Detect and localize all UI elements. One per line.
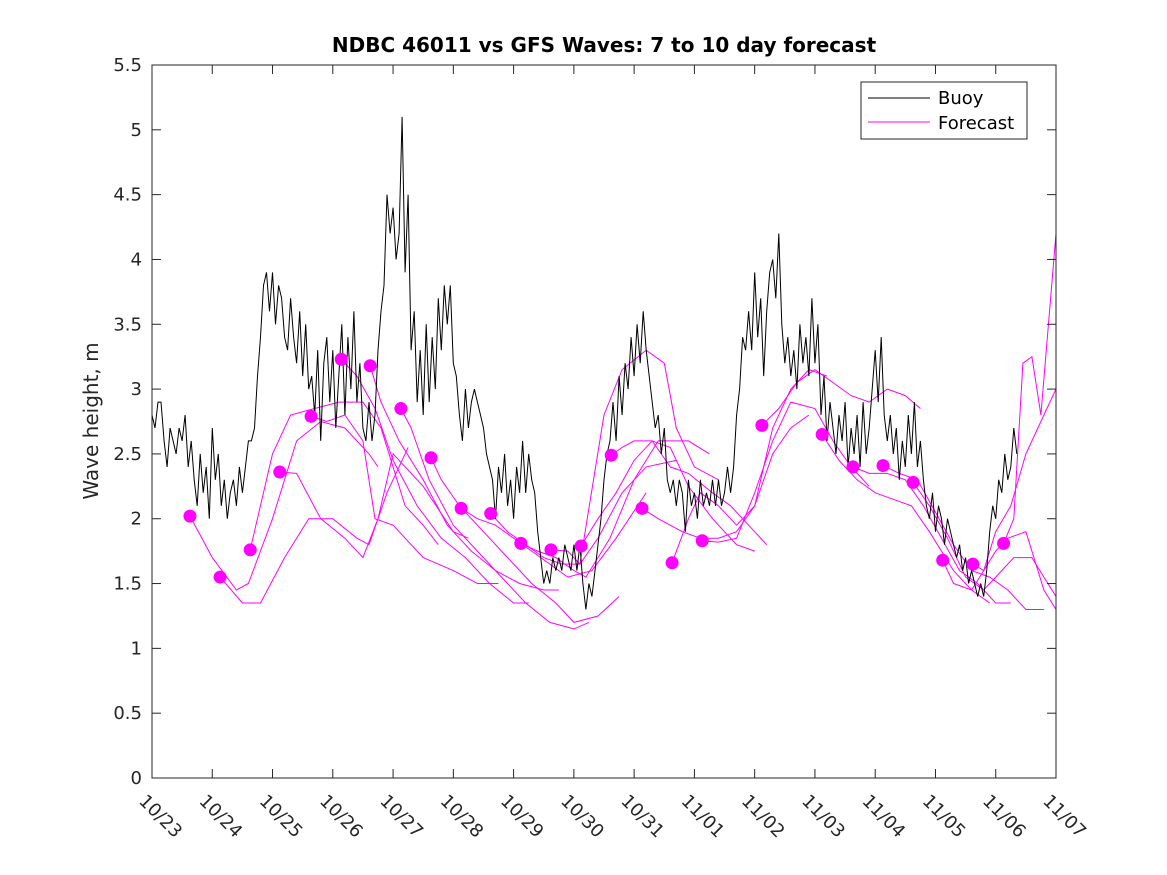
forecast-start-marker xyxy=(966,557,980,571)
forecast-run-line xyxy=(249,401,439,550)
forecast-run-line xyxy=(702,401,870,543)
forecast-run-line xyxy=(369,365,559,591)
y-tick-label: 1.5 xyxy=(113,574,142,595)
forecast-start-marker xyxy=(424,451,438,465)
forecast-start-marker xyxy=(815,427,829,441)
forecast-run-line xyxy=(882,465,1044,610)
forecast-start-marker xyxy=(997,536,1011,550)
legend: Buoy Forecast xyxy=(860,81,1028,140)
forecast-start-marker xyxy=(755,418,769,432)
y-tick-label: 1 xyxy=(131,638,142,659)
forecast-start-marker xyxy=(544,543,558,557)
forecast-run-line xyxy=(1003,233,1056,544)
forecast-run-line xyxy=(340,358,529,604)
y-tick-label: 2 xyxy=(131,509,142,530)
plot-frame xyxy=(151,64,1057,779)
forecast-start-marker xyxy=(183,509,197,523)
forecast-run-line xyxy=(550,349,719,566)
forecast-start-marker xyxy=(334,352,348,366)
forecast-start-marker xyxy=(484,507,498,521)
forecast-start-marker xyxy=(574,539,588,553)
forecast-start-marker xyxy=(876,459,890,473)
forecast-run-line xyxy=(610,440,768,546)
forecast-start-marker xyxy=(273,465,287,479)
forecast-start-marker xyxy=(695,534,709,548)
forecast-start-marker xyxy=(604,448,618,462)
y-tick-label: 4 xyxy=(131,249,142,270)
forecast-run-line xyxy=(641,414,810,539)
forecast-start-marker xyxy=(304,409,318,423)
forecast-run-line xyxy=(972,388,1056,572)
forecast-start-marker xyxy=(213,570,227,584)
forecast-start-marker xyxy=(454,501,468,515)
forecast-run-line xyxy=(430,457,620,623)
forecast-start-marker xyxy=(936,553,950,567)
forecast-start-marker xyxy=(906,475,920,489)
y-tick-label: 3.5 xyxy=(113,314,142,335)
plot-content xyxy=(152,116,1056,630)
forecast-run-line xyxy=(852,466,1011,604)
forecast-start-marker xyxy=(394,402,408,416)
y-tick-label: 0 xyxy=(131,768,142,789)
forecast-run-line xyxy=(580,440,755,552)
forecast-run-line xyxy=(942,531,1056,610)
forecast-run-line xyxy=(912,482,1056,597)
legend-buoy-label: Buoy xyxy=(938,88,984,109)
y-tick-label: 5 xyxy=(131,120,142,141)
chart-title: NDBC 46011 vs GFS Waves: 7 to 10 day for… xyxy=(332,33,877,57)
forecast-start-marker xyxy=(363,359,377,373)
legend-box xyxy=(860,81,1028,140)
forecast-start-marker xyxy=(243,543,257,557)
y-tick-label: 3 xyxy=(131,379,142,400)
y-axis: 0 0.5 1 1.5 2 2.5 3 3.5 4 4.5 5 5.5 xyxy=(113,55,1056,789)
forecast-run-line xyxy=(761,368,921,426)
forecast-run-line xyxy=(400,408,590,630)
y-tick-label: 4.5 xyxy=(113,185,142,206)
forecast-start-marker xyxy=(635,501,649,515)
forecast-start-marker xyxy=(665,556,679,570)
legend-forecast-label: Forecast xyxy=(938,113,1014,134)
forecast-start-marker xyxy=(846,460,860,474)
y-tick-label: 2.5 xyxy=(113,444,142,465)
y-tick-label: 0.5 xyxy=(113,703,142,724)
buoy-line xyxy=(152,116,1018,610)
y-tick-label: 5.5 xyxy=(113,55,142,76)
y-axis-label: Wave height, m xyxy=(79,342,103,499)
forecast-start-marker xyxy=(514,536,528,550)
